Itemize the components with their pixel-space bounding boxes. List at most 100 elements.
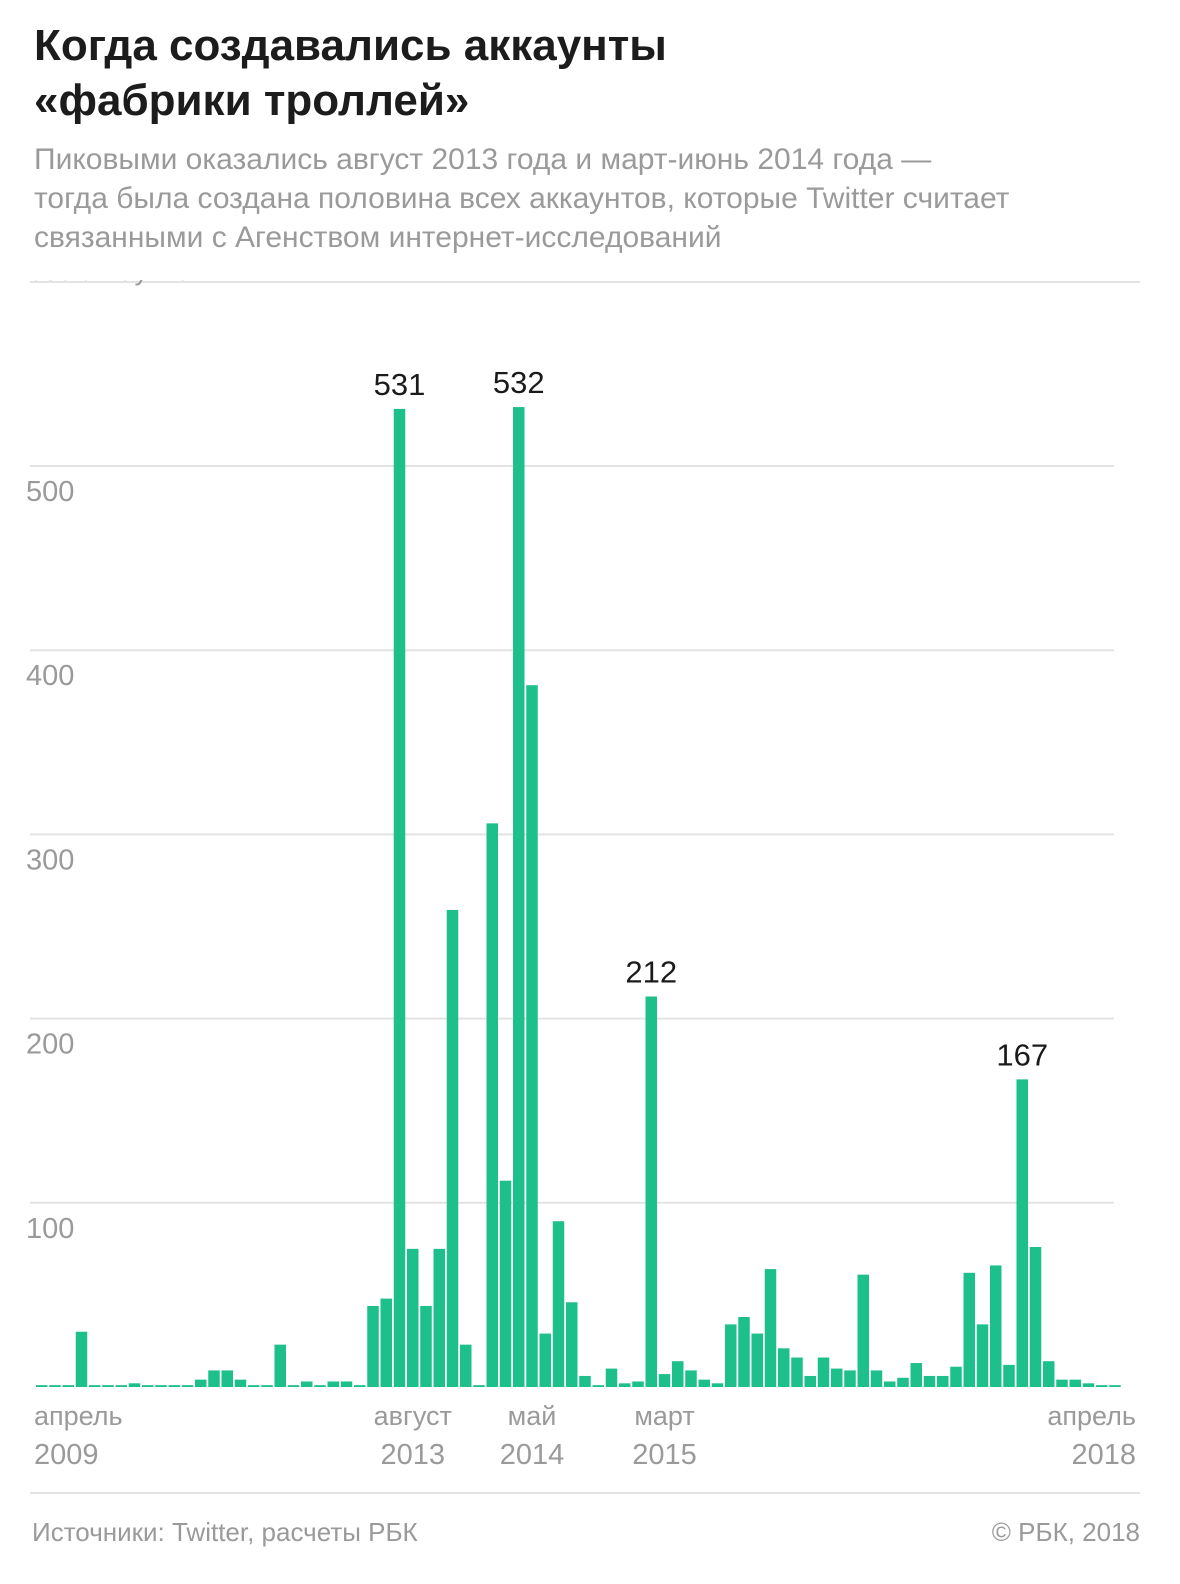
x-tick-year-2015: 2015 (632, 1439, 697, 1471)
bar-30 (433, 1248, 445, 1387)
bar-44 (619, 1383, 631, 1387)
y-tick-label-500: 500 (26, 476, 74, 508)
chart-subtitle-line-2: тогда была создана половина всех аккаунт… (34, 182, 1010, 215)
bar-67 (923, 1375, 936, 1387)
x-tick-month-2013: август (374, 1401, 452, 1431)
bar-64 (884, 1381, 896, 1387)
bar-81 (1109, 1385, 1121, 1387)
bar-14 (221, 1370, 233, 1387)
bar-36 (513, 407, 525, 1387)
bar-11 (181, 1385, 194, 1387)
bar-49 (685, 1370, 697, 1387)
data-label-531: 531 (374, 367, 426, 402)
bar-66 (910, 1363, 922, 1387)
bar-7 (128, 1383, 141, 1387)
bar-73 (1003, 1364, 1015, 1387)
chart-subtitle-line-1: Пиковыми оказались август 2013 года и ма… (34, 143, 932, 176)
chart-title-line-2: «фабрики троллей» (34, 76, 470, 125)
bar-19 (287, 1385, 300, 1387)
x-tick-month-2009: апрель (34, 1401, 123, 1431)
top-divider (30, 281, 1140, 283)
bar-54 (751, 1333, 763, 1387)
bar-65 (897, 1377, 909, 1387)
bar-56 (778, 1348, 790, 1387)
bar-3 (75, 1331, 88, 1387)
x-tick-year-2014: 2014 (500, 1439, 565, 1471)
bar-57 (791, 1357, 803, 1387)
bar-13 (208, 1370, 220, 1387)
bar-42 (592, 1385, 604, 1387)
bar-38 (539, 1333, 551, 1387)
chart-title-line-1: Когда создавались аккаунты (34, 21, 667, 70)
bar-50 (698, 1379, 710, 1387)
bar-22 (327, 1381, 339, 1387)
bar-48 (672, 1361, 684, 1387)
y-axis-unit-label: 600 аккаунтов (28, 280, 204, 286)
bar-12 (195, 1379, 207, 1387)
x-tick-month-2015: март (634, 1401, 694, 1431)
data-label-167: 167 (996, 1037, 1048, 1072)
bar-75 (1029, 1247, 1042, 1387)
bar-35 (499, 1180, 512, 1387)
bar-69 (950, 1366, 962, 1387)
bar-1 (49, 1385, 61, 1387)
bar-27 (393, 408, 406, 1387)
bar-53 (738, 1317, 750, 1387)
bar-15 (234, 1379, 247, 1387)
bar-51 (711, 1383, 724, 1387)
bar-32 (460, 1344, 472, 1387)
bar-43 (605, 1368, 618, 1387)
bar-79 (1082, 1383, 1095, 1387)
bar-25 (367, 1305, 379, 1387)
copyright-note: © РБК, 2018 (991, 1517, 1140, 1547)
y-tick-label-300: 300 (26, 844, 74, 876)
x-tick-year-2018: 2018 (1071, 1439, 1136, 1471)
bar-52 (725, 1324, 737, 1387)
bar-28 (407, 1248, 419, 1387)
data-label-212: 212 (625, 954, 677, 989)
bar-62 (857, 1274, 869, 1387)
x-tick-month-2014: май (508, 1401, 557, 1431)
bar-9 (155, 1385, 167, 1387)
bar-34 (486, 823, 498, 1387)
bar-61 (844, 1370, 856, 1387)
bar-55 (764, 1269, 777, 1387)
bar-20 (301, 1381, 313, 1387)
bar-78 (1069, 1379, 1081, 1387)
bar-23 (340, 1381, 353, 1387)
bar-40 (566, 1302, 578, 1387)
bar-2 (62, 1385, 74, 1387)
bar-37 (526, 685, 538, 1387)
x-tick-year-2013: 2013 (380, 1439, 445, 1471)
bar-29 (420, 1305, 432, 1387)
bar-68 (937, 1375, 949, 1387)
bar-80 (1096, 1385, 1108, 1387)
bar-8 (142, 1385, 154, 1387)
bar-59 (817, 1357, 830, 1387)
bar-5 (102, 1385, 114, 1387)
bar-26 (380, 1298, 392, 1387)
bar-45 (632, 1381, 644, 1387)
bar-71 (976, 1324, 989, 1387)
bar-58 (804, 1375, 816, 1387)
bar-70 (963, 1272, 975, 1387)
bar-33 (473, 1385, 485, 1387)
source-note: Источники: Twitter, расчеты РБК (32, 1517, 418, 1547)
chart-subtitle: Пиковыми оказались август 2013 года и ма… (34, 140, 1154, 257)
bar-41 (579, 1375, 591, 1387)
bar-16 (248, 1385, 260, 1387)
data-label-532: 532 (493, 365, 545, 400)
bar-76 (1043, 1361, 1055, 1387)
chart-title: Когда создавались аккаунты «фабрики трол… (34, 18, 1144, 128)
chart-subtitle-line-3: связанными с Агенством интернет-исследов… (34, 221, 722, 254)
bar-47 (658, 1374, 671, 1387)
bar-21 (314, 1385, 326, 1387)
bar-46 (645, 996, 657, 1387)
bar-4 (89, 1385, 101, 1387)
bar-0 (36, 1385, 48, 1387)
x-tick-month-2018: апрель (1047, 1401, 1136, 1431)
bar-10 (168, 1385, 180, 1387)
y-tick-label-200: 200 (26, 1029, 74, 1061)
y-tick-label-100: 100 (26, 1213, 74, 1245)
bar-24 (354, 1385, 366, 1387)
